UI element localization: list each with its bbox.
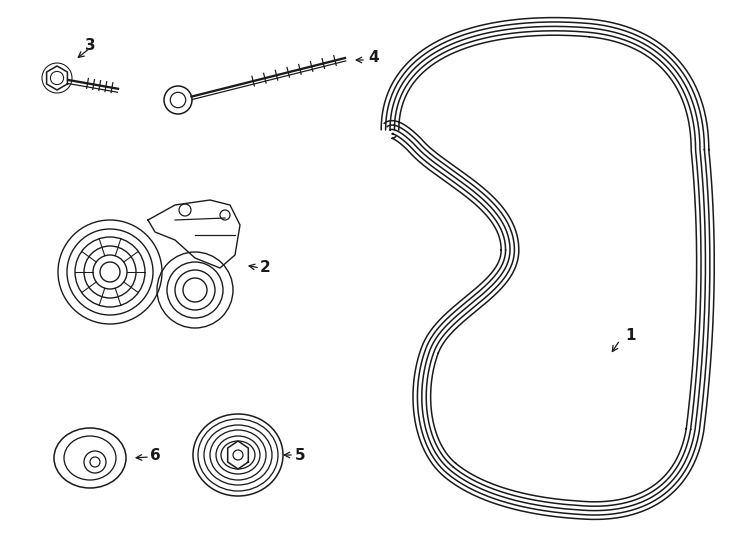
Text: 5: 5 [295,448,305,462]
Text: 4: 4 [368,51,379,65]
Text: 2: 2 [260,260,271,275]
Text: 6: 6 [150,448,161,462]
Text: 1: 1 [625,327,636,342]
Text: 3: 3 [84,37,95,52]
